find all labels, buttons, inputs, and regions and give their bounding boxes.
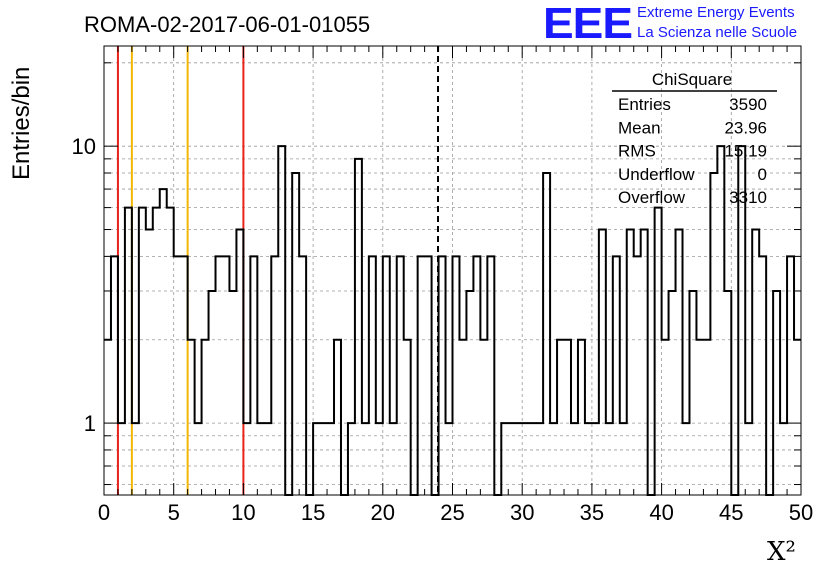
x-tick-label: 5	[168, 500, 180, 525]
stats-value: 3310	[729, 188, 767, 207]
x-tick-label: 15	[301, 500, 325, 525]
stats-value: 15.19	[724, 142, 767, 161]
y-axis-label: Entries/bin	[8, 66, 35, 180]
histogram-outline	[104, 145, 801, 496]
x-tick-label: 40	[649, 500, 673, 525]
y-tick-label: 10	[72, 134, 96, 159]
stats-label: Underflow	[618, 165, 695, 184]
x-tick-label: 35	[580, 500, 604, 525]
x-tick-label: 50	[789, 500, 813, 525]
x-axis-label: X²	[767, 537, 796, 567]
stats-value: 3590	[729, 95, 767, 114]
chart-title: ROMA-02-2017-06-01-01055	[84, 12, 371, 37]
stats-value: 23.96	[724, 118, 767, 137]
stats-value: 0	[758, 165, 767, 184]
stats-label: Entries	[618, 95, 671, 114]
stats-title: ChiSquare	[652, 70, 732, 89]
x-tick-label: 30	[510, 500, 534, 525]
eee-logo: EEE	[543, 0, 633, 48]
x-tick-label: 25	[440, 500, 464, 525]
logo-subtitle-2: La Scienza nelle Scuole	[637, 24, 798, 41]
stats-box: ChiSquare Entries 3590 Mean 23.96 RMS 15.19 Und…	[612, 70, 777, 207]
y-tick-label: 1	[84, 411, 96, 436]
x-tick-label: 10	[231, 500, 255, 525]
stats-label: Overflow	[618, 188, 686, 207]
x-tick-label: 20	[371, 500, 395, 525]
x-tick-label: 0	[98, 500, 110, 525]
logo-subtitle-1: Extreme Energy Events	[637, 4, 795, 21]
stats-label: Mean	[618, 118, 661, 137]
stats-label: RMS	[618, 142, 656, 161]
x-tick-label: 45	[719, 500, 743, 525]
axis-layer: 0 5 10 15 20 25 30 35 40 45 50 1 10	[72, 46, 813, 525]
